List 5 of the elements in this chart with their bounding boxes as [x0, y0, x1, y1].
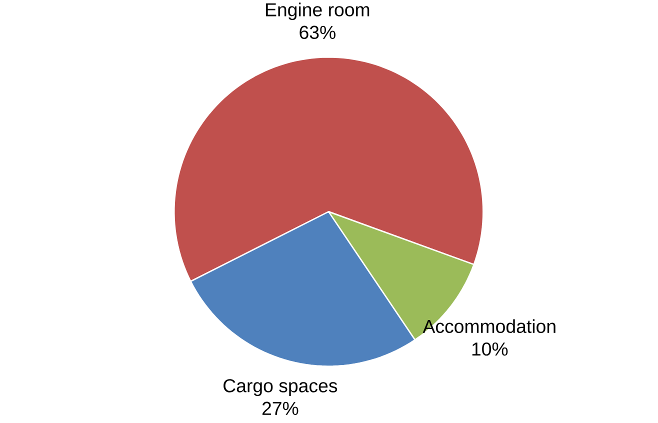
- data-label: 63%: [300, 26, 336, 39]
- slice-label: Cargo spaces: [224, 379, 338, 396]
- slice-label: Engine room: [266, 2, 370, 20]
- data-label: 10%: [472, 342, 508, 356]
- data-label: 27%: [262, 402, 298, 415]
